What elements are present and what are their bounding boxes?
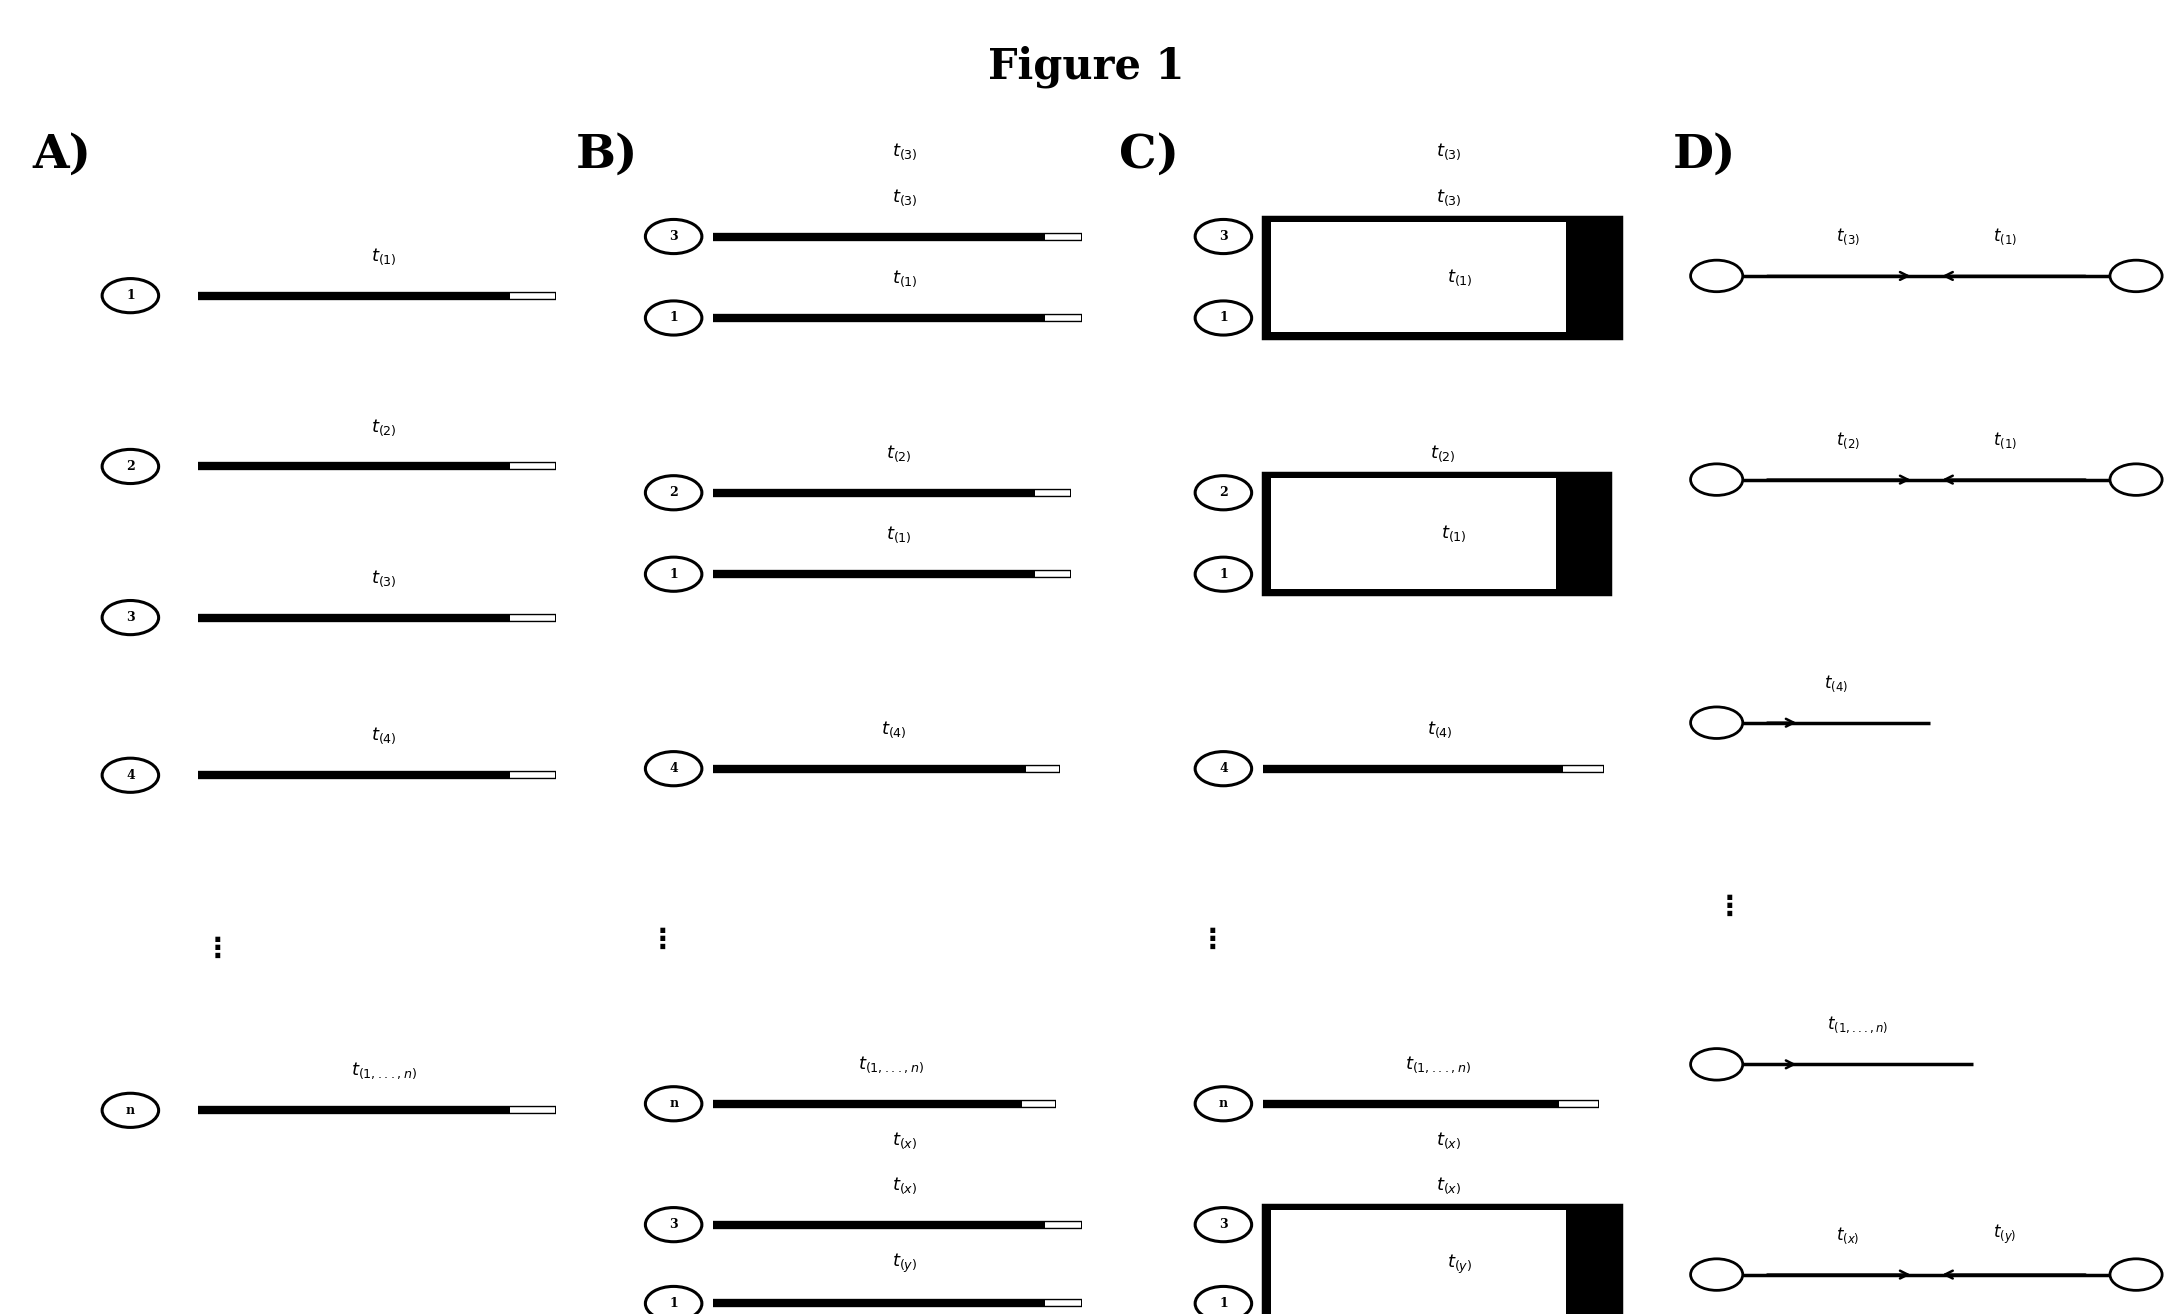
Circle shape <box>1195 1286 1252 1314</box>
Bar <box>1271 1210 1567 1314</box>
Circle shape <box>102 1093 159 1127</box>
Text: $t_{(1)}$: $t_{(1)}$ <box>1447 267 1473 288</box>
Circle shape <box>102 600 159 635</box>
Text: $t_{(4)}$: $t_{(4)}$ <box>1428 719 1454 740</box>
Text: $t_{(1)}$: $t_{(1)}$ <box>1993 226 2017 247</box>
Text: $t_{(x)}$: $t_{(x)}$ <box>893 1130 917 1151</box>
Text: C): C) <box>1119 131 1180 177</box>
Circle shape <box>1195 1087 1252 1121</box>
Text: $t_{(2)}$: $t_{(2)}$ <box>372 417 398 438</box>
Circle shape <box>645 219 702 254</box>
Circle shape <box>1691 260 1743 292</box>
Circle shape <box>1691 707 1743 738</box>
Bar <box>1263 473 1610 594</box>
Text: $t_{(x)}$: $t_{(x)}$ <box>1836 1225 1860 1246</box>
Text: A): A) <box>33 131 91 177</box>
Text: 1: 1 <box>1219 311 1228 325</box>
Circle shape <box>645 557 702 591</box>
Circle shape <box>1195 219 1252 254</box>
Text: $t_{(1,...,n)}$: $t_{(1,...,n)}$ <box>1827 1014 1888 1035</box>
Circle shape <box>645 1286 702 1314</box>
Text: 3: 3 <box>1219 230 1228 243</box>
Text: 4: 4 <box>126 769 135 782</box>
Text: $t_{(x)}$: $t_{(x)}$ <box>893 1175 917 1196</box>
Circle shape <box>1691 1259 1743 1290</box>
Text: $t_{(1)}$: $t_{(1)}$ <box>372 246 398 267</box>
Circle shape <box>1195 301 1252 335</box>
Text: $t_{(1,...,n)}$: $t_{(1,...,n)}$ <box>1404 1054 1471 1075</box>
Circle shape <box>1195 1208 1252 1242</box>
Text: $t_{(3)}$: $t_{(3)}$ <box>1836 226 1860 247</box>
Text: $t_{(4)}$: $t_{(4)}$ <box>372 725 398 746</box>
Text: 2: 2 <box>669 486 678 499</box>
Text: $t_{(1)}$: $t_{(1)}$ <box>887 524 913 545</box>
Circle shape <box>645 1208 702 1242</box>
Bar <box>1271 222 1567 332</box>
Circle shape <box>645 752 702 786</box>
Text: ⋮: ⋮ <box>204 934 230 963</box>
Text: $t_{(1,...,n)}$: $t_{(1,...,n)}$ <box>352 1060 417 1081</box>
Text: 1: 1 <box>669 568 678 581</box>
Circle shape <box>102 449 159 484</box>
Circle shape <box>1691 464 1743 495</box>
Text: 3: 3 <box>126 611 135 624</box>
Text: $t_{(1)}$: $t_{(1)}$ <box>1441 523 1467 544</box>
Circle shape <box>1195 476 1252 510</box>
Text: $t_{(y)}$: $t_{(y)}$ <box>893 1251 917 1275</box>
Circle shape <box>2110 260 2162 292</box>
Text: $t_{(4)}$: $t_{(4)}$ <box>880 719 906 740</box>
Bar <box>1263 1205 1621 1314</box>
Bar <box>1263 217 1621 338</box>
Circle shape <box>102 279 159 313</box>
Text: 3: 3 <box>1219 1218 1228 1231</box>
Text: $t_{(y)}$: $t_{(y)}$ <box>1993 1222 2017 1246</box>
Text: n: n <box>126 1104 135 1117</box>
Text: ⋮: ⋮ <box>650 925 676 954</box>
Text: $t_{(y)}$: $t_{(y)}$ <box>1447 1252 1473 1276</box>
Text: 3: 3 <box>669 1218 678 1231</box>
Circle shape <box>1195 752 1252 786</box>
Text: 1: 1 <box>669 1297 678 1310</box>
Text: ⋮: ⋮ <box>1717 892 1743 921</box>
Text: $t_{(2)}$: $t_{(2)}$ <box>1836 430 1860 451</box>
Text: ⋮: ⋮ <box>1199 925 1226 954</box>
Text: $t_{(x)}$: $t_{(x)}$ <box>1436 1130 1462 1151</box>
Text: n: n <box>1219 1097 1228 1110</box>
Text: B): B) <box>576 131 639 177</box>
Text: $t_{(3)}$: $t_{(3)}$ <box>1436 187 1462 208</box>
Text: 3: 3 <box>669 230 678 243</box>
Text: $t_{(3)}$: $t_{(3)}$ <box>891 187 917 208</box>
Text: $t_{(3)}$: $t_{(3)}$ <box>372 568 398 589</box>
Circle shape <box>2110 1259 2162 1290</box>
Text: $t_{(1)}$: $t_{(1)}$ <box>891 268 917 289</box>
Bar <box>1271 478 1556 589</box>
Text: $t_{(1)}$: $t_{(1)}$ <box>1993 430 2017 451</box>
Circle shape <box>645 1087 702 1121</box>
Text: 2: 2 <box>1219 486 1228 499</box>
Text: $t_{(3)}$: $t_{(3)}$ <box>891 141 917 162</box>
Text: $t_{(3)}$: $t_{(3)}$ <box>1436 141 1462 162</box>
Text: 4: 4 <box>1219 762 1228 775</box>
Text: $t_{(4)}$: $t_{(4)}$ <box>1823 673 1849 694</box>
Text: 1: 1 <box>669 311 678 325</box>
Circle shape <box>1691 1049 1743 1080</box>
Text: Figure 1: Figure 1 <box>989 46 1184 88</box>
Circle shape <box>102 758 159 792</box>
Text: 4: 4 <box>669 762 678 775</box>
Circle shape <box>645 301 702 335</box>
Text: 1: 1 <box>1219 1297 1228 1310</box>
Text: D): D) <box>1673 131 1736 177</box>
Text: 1: 1 <box>1219 568 1228 581</box>
Text: $t_{(2)}$: $t_{(2)}$ <box>887 443 913 464</box>
Circle shape <box>645 476 702 510</box>
Circle shape <box>1195 557 1252 591</box>
Circle shape <box>2110 464 2162 495</box>
Text: $t_{(x)}$: $t_{(x)}$ <box>1436 1175 1462 1196</box>
Text: 1: 1 <box>126 289 135 302</box>
Text: n: n <box>669 1097 678 1110</box>
Text: 2: 2 <box>126 460 135 473</box>
Text: $t_{(2)}$: $t_{(2)}$ <box>1430 443 1456 464</box>
Text: $t_{(1,...,n)}$: $t_{(1,...,n)}$ <box>858 1054 924 1075</box>
